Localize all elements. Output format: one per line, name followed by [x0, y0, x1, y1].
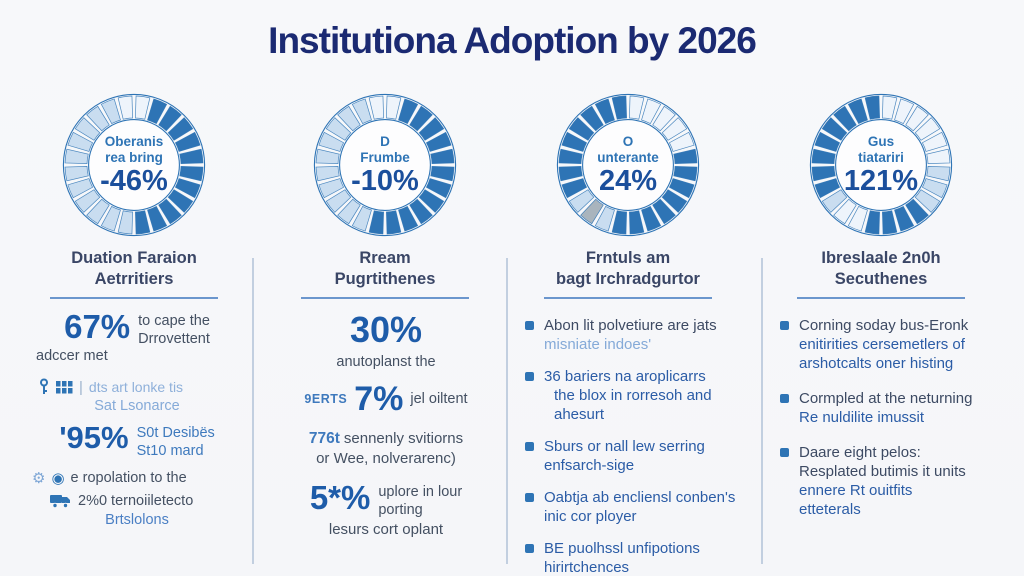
donut-center: O unterante 24% [555, 92, 701, 238]
line-text: sennenly svitiorns [343, 430, 464, 447]
donut-chart-2: D Frumbe -10% [312, 92, 458, 238]
column-heading-2: Rream Pugrtithenes [270, 248, 500, 299]
bullet-square-icon [525, 372, 534, 381]
stat-prefix: 9ERTS [304, 392, 348, 406]
column-heading-4: Ibreslaale 2n0h Secuthenes [766, 248, 996, 299]
bullet-item: BE puolhssl unfipotions hirirtchences [525, 539, 753, 576]
bullet-square-icon [780, 448, 789, 457]
bullet-item: Cormpled at the neturning Re nuldilite i… [780, 389, 1012, 427]
donut-percent: -10% [351, 165, 419, 198]
donut-label: Gus tiatariri [858, 133, 904, 165]
bullet-item: Corning soday bus-Eronk enitirities cers… [780, 316, 1012, 373]
column-body-2: 30% anutoplanst the 9ERTS 7% jel oiltent… [280, 309, 492, 539]
bullet-square-icon [780, 394, 789, 403]
heading-underline [301, 297, 469, 299]
stat-67: 67% to cape the Drrovettent [28, 310, 246, 348]
stat-value: 67% [64, 308, 131, 345]
stat-side-text: to cape the Drrovettent [138, 313, 210, 347]
truck-line-text-2: Brtslolons [105, 512, 169, 528]
heading-underline [797, 297, 965, 299]
stat-side-text: S0t Desibës St10 mard [136, 425, 215, 459]
bullet-item: Daare eight pelos: Resplated butimis it … [780, 443, 1012, 519]
donut-label: O unterante [597, 133, 659, 165]
stat-below-text: adccer met [36, 348, 108, 364]
stat-30-sub: anutoplanst the [336, 354, 436, 370]
gear-line: ⚙ ◉ e ropolation to the [28, 470, 246, 486]
donut-percent: -46% [100, 165, 168, 198]
donut-center: Oberanis rea bring -46% [61, 92, 207, 238]
stat-side-text: uplore in lour porting [378, 484, 463, 518]
column-heading-3: Frntuls am bagt Irchradgurtor [513, 248, 743, 299]
column-divider [506, 258, 508, 564]
bullet-text: 36 bariers na aroplicarrs the blox in ro… [544, 368, 712, 423]
donut-chart-4: Gus tiatariri 121% [808, 92, 954, 238]
column-body-3: Abon lit polvetiure are jats misniate in… [525, 316, 753, 576]
truck-line: 2%0 ternoiiletecto [28, 493, 246, 509]
stat-below-text: lesurs cort oplant [328, 521, 444, 538]
bullet-text: Daare eight pelos: Resplated butimis it … [799, 444, 966, 518]
truck-icon [50, 495, 70, 508]
donut-center: Gus tiatariri 121% [808, 92, 954, 238]
bullet-item: 36 bariers na aroplicarrs the blox in ro… [525, 367, 753, 424]
bullet-square-icon [525, 442, 534, 451]
heading-underline [50, 297, 218, 299]
bullet-square-icon [525, 321, 534, 330]
stat-30: 30% [349, 309, 423, 350]
stat-value: 7% [354, 380, 404, 418]
bullet-text: Corning soday bus-Eronk enitirities cers… [799, 317, 969, 372]
donut-center: D Frumbe -10% [312, 92, 458, 238]
gear-line-text: e ropolation to the [70, 470, 187, 486]
icon-line-text-2: Sat Lsonarce [94, 398, 180, 414]
heading-underline [544, 297, 712, 299]
line-text-2: or Wee, nolverarenc) [316, 450, 456, 467]
truck-line-text: 2%0 ternoiiletecto [78, 493, 194, 509]
icon-line-text: dts art lonke tis [88, 379, 184, 395]
column-divider [252, 258, 254, 564]
stat-5: 5*% uplore in lour porting [280, 481, 492, 519]
line-776: 776t sennenly svitiorns or Wee, nolverar… [280, 430, 492, 467]
stat-value: '95% [59, 420, 129, 455]
bullet-item: Oabtja ab encliensl conben's inic cor pl… [525, 488, 753, 526]
donut-percent: 121% [843, 165, 919, 198]
icon-line: | dts art lonke tis [28, 378, 246, 396]
page-title: Institutiona Adoption by 2026 [268, 20, 757, 61]
bullet-item: Sburs or nall lew serring enfsarch-sige [525, 437, 753, 475]
stat-95: '95% S0t Desibës St10 mard [28, 422, 246, 460]
pipe-separator: | [79, 378, 83, 396]
bullet-text: BE puolhssl unfipotions hirirtchences [544, 540, 700, 576]
column-divider [761, 258, 763, 564]
bullet-square-icon [525, 544, 534, 553]
bullet-text: Cormpled at the neturning Re nuldilite i… [799, 390, 973, 426]
column-body-1: 67% to cape the Drrovettent adccer met |… [28, 310, 246, 528]
bullet-item: Abon lit polvetiure are jats misniate in… [525, 316, 753, 354]
stat-7: 9ERTS 7% jel oiltent [280, 382, 492, 416]
key-icon [40, 378, 48, 394]
bullet-text: Oabtja ab encliensl conben's inic cor pl… [544, 489, 736, 525]
circle-badge-icon: ◉ [51, 468, 65, 487]
line-prefix: 776t [308, 430, 340, 447]
bullet-square-icon [525, 493, 534, 502]
gear-icon: ⚙ [32, 468, 46, 487]
grid-icon [56, 380, 73, 393]
column-body-4: Corning soday bus-Eronk enitirities cers… [780, 316, 1012, 532]
bullet-text: Abon lit polvetiure are jats misniate in… [544, 317, 717, 353]
stat-suffix: jel oiltent [410, 391, 468, 407]
stat-value: 5*% [309, 479, 371, 516]
bullet-square-icon [780, 321, 789, 330]
donut-label: Oberanis rea bring [104, 133, 164, 165]
donut-label: D Frumbe [360, 133, 410, 165]
donut-chart-3: O unterante 24% [555, 92, 701, 238]
donut-chart-1: Oberanis rea bring -46% [61, 92, 207, 238]
donut-percent: 24% [598, 165, 658, 198]
column-heading-1: Duation Faraion Aetrritiers [19, 248, 249, 299]
bullet-text: Sburs or nall lew serring enfsarch-sige [544, 438, 705, 474]
